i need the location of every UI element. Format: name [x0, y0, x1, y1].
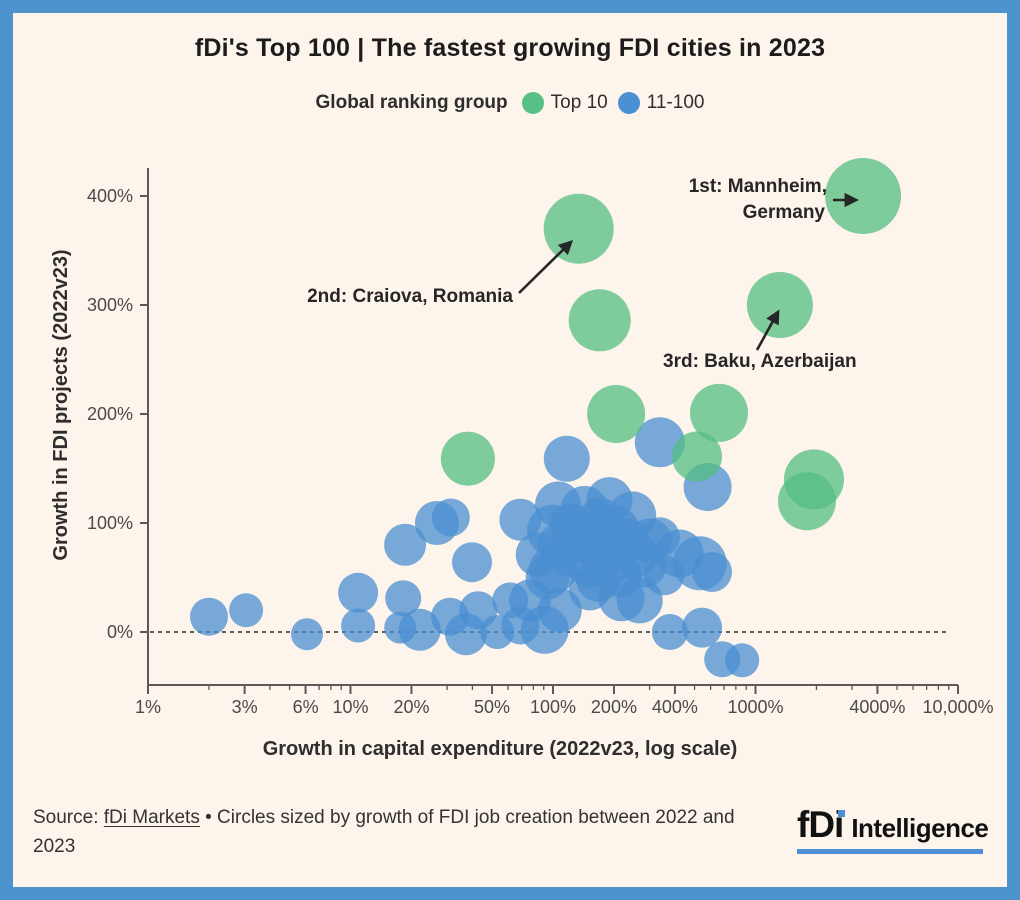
annotation-label: 3rd: Baku, Azerbaijan [663, 351, 857, 372]
x-tick-label: 1000% [727, 697, 783, 717]
bubble-top10[interactable] [825, 158, 902, 234]
bubble-11-100[interactable] [384, 523, 427, 566]
fdi-intelligence-logo: fDi Intelligence [797, 804, 989, 854]
bubble-11-100[interactable] [651, 614, 688, 650]
bubble-11-100[interactable] [535, 481, 582, 528]
bubble-11-100[interactable] [291, 618, 323, 651]
y-tick-label: 200% [87, 404, 133, 424]
bubble-11-100[interactable] [682, 607, 723, 648]
bubble-11-100[interactable] [338, 572, 379, 613]
logo-intelligence-text: Intelligence [851, 813, 989, 843]
bubble-11-100[interactable] [452, 542, 492, 583]
size-note: • Circles sized by growth of FDI job cre… [33, 807, 735, 858]
bubble-11-100[interactable] [229, 593, 264, 628]
bubble-top10[interactable] [568, 289, 631, 352]
bubble-top10[interactable] [440, 431, 495, 486]
annotation-arrow [755, 309, 780, 351]
bubble-11-100[interactable] [501, 606, 540, 645]
legend: Global ranking group Top 10 11-100 [0, 92, 1020, 114]
source-prefix: Source: [33, 807, 104, 828]
x-tick-label: 100% [530, 697, 576, 717]
bubble-11-100[interactable] [431, 498, 470, 537]
legend-title: Global ranking group [315, 92, 508, 113]
x-tick-label: 1% [135, 697, 161, 717]
bubble-top10[interactable] [672, 431, 722, 482]
scatter-chart-canvas: 1% 3% 6% 10% 20% 50% 100% 200% 400% 1000% 4000% 10,… [50, 158, 994, 760]
y-tick-label: 300% [87, 295, 133, 315]
bubble-11-100[interactable] [190, 597, 228, 636]
legend-item-11-100[interactable]: 11-100 [617, 92, 705, 114]
bubble-top10[interactable] [543, 193, 614, 264]
chart-title: fDi's Top 100 | The fastest growing FDI … [194, 34, 826, 62]
logo-underline-bar [797, 849, 983, 854]
y-tick-label: 400% [87, 186, 133, 206]
source-link[interactable]: fDi Markets [103, 807, 200, 828]
x-tick-label: 6% [293, 697, 319, 717]
y-tick-label: 0% [107, 622, 133, 642]
x-tick-label: 50% [474, 697, 510, 717]
bubble-11-100[interactable] [385, 580, 422, 617]
bubble-top10[interactable] [746, 272, 813, 338]
legend-label-top10: Top 10 [550, 92, 608, 113]
x-tick-label: 400% [652, 697, 698, 717]
x-tick-label: 10,000% [922, 697, 993, 717]
bubble-11-100[interactable] [543, 435, 590, 482]
bubble-11-100[interactable] [398, 608, 441, 651]
y-axis-title: Growth in FDI projects (2022v23) [50, 249, 72, 560]
bubble-11-100[interactable] [341, 608, 376, 643]
x-tick-label: 3% [232, 697, 258, 717]
bubble-top10[interactable] [690, 383, 748, 442]
annotation-label: 1st: Mannheim, [689, 176, 827, 197]
x-tick-label: 200% [591, 697, 637, 717]
x-axis-title: Growth in capital expenditure (2022v23, … [263, 738, 738, 760]
x-tick-label: 4000% [849, 697, 905, 717]
annotation-arrow [518, 239, 574, 294]
legend-label-11-100: 11-100 [646, 92, 705, 113]
legend-swatch-blue [617, 92, 640, 114]
logo-fdi-text: fDi [797, 804, 845, 845]
bubble-top10[interactable] [587, 385, 646, 443]
x-tick-label: 10% [332, 697, 368, 717]
legend-item-top10[interactable]: Top 10 [521, 92, 608, 114]
source-note: Source: fDi Markets • Circles sized by g… [33, 803, 738, 862]
chart-card [13, 13, 1007, 887]
logo-i-dot [838, 810, 845, 817]
bubble-11-100[interactable] [537, 522, 582, 567]
bubble-11-100[interactable] [589, 538, 634, 583]
bubble-top10[interactable] [778, 472, 836, 531]
y-tick-label: 100% [87, 513, 133, 533]
x-tick-label: 20% [393, 697, 429, 717]
legend-swatch-green [521, 92, 544, 114]
annotation-label: 2nd: Craiova, Romania [307, 286, 513, 307]
annotation-label: Germany [743, 202, 826, 223]
bubble-11-100[interactable] [725, 643, 760, 678]
